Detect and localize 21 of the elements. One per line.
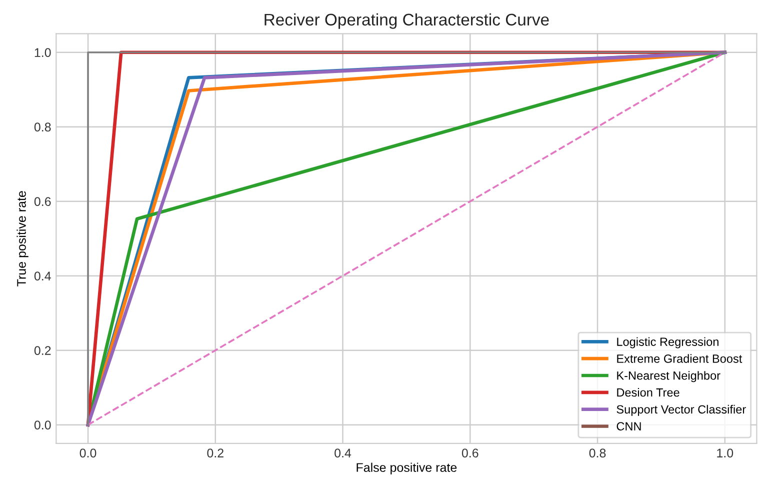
chart-title: Reciver Operating Characterstic Curve	[264, 13, 549, 29]
y-tick-label: 0.6	[34, 197, 51, 206]
legend-label: K-Nearest Neighbor	[617, 371, 720, 382]
x-tick-label: 1.0	[717, 448, 734, 458]
x-tick-label: 0.0	[80, 448, 96, 458]
legend-label: Extreme Gradient Boost	[617, 354, 742, 363]
legend-label: Support Vector Classifier	[616, 404, 746, 416]
y-tick-label: 0.0	[34, 420, 51, 430]
y-tick-label: 0.4	[34, 272, 51, 280]
x-tick-label: 0.2	[207, 448, 224, 458]
x-axis-title: False positive rate	[356, 462, 457, 474]
legend-label: Desion Tree	[617, 388, 680, 397]
x-tick-label: 0.6	[462, 448, 478, 458]
y-tick-label: 0.8	[34, 122, 51, 132]
legend-label: CNN	[616, 422, 641, 430]
y-axis-title: True positive rate	[16, 191, 28, 286]
legend-label: Logistic Regression	[617, 337, 718, 348]
x-tick-label: 0.4	[334, 448, 352, 458]
x-tick-label: 0.8	[589, 448, 606, 458]
y-tick-label: 0.2	[34, 346, 51, 355]
y-tick-label: 1.0	[34, 48, 51, 58]
